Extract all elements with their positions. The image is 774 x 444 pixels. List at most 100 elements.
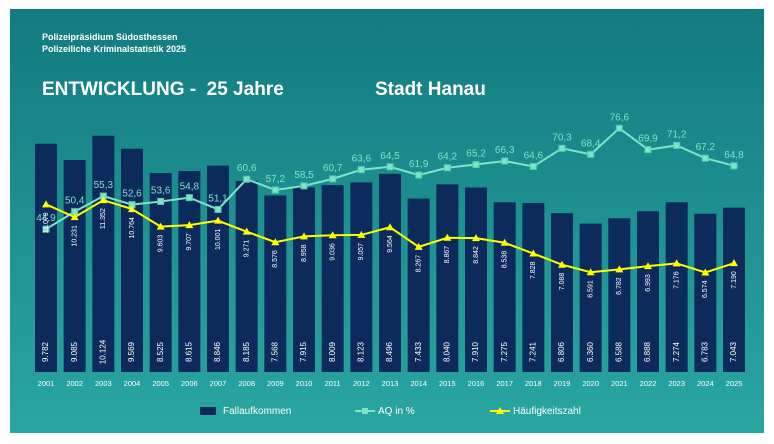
x-tick-label: 2025 (726, 379, 743, 388)
marker (42, 225, 50, 233)
chart-title: ENTWICKLUNG - 25 Jahre (42, 79, 284, 100)
point-value-label: 7.190 (731, 271, 738, 289)
point-value-label: 10.231 (72, 225, 79, 247)
bar (379, 173, 401, 372)
point-value-label: 9.057 (358, 243, 365, 261)
bar-value-label: 9.569 (127, 341, 136, 362)
bar-value-label: 7.568 (270, 341, 279, 362)
marker (214, 205, 222, 213)
marker (156, 222, 165, 230)
bar-value-label: 7.241 (528, 341, 537, 362)
marker (70, 213, 79, 221)
bar (465, 187, 487, 372)
x-tick-label: 2014 (410, 379, 427, 388)
x-tick-label: 2015 (439, 379, 456, 388)
bar-value-label: 10.124 (98, 339, 107, 364)
bar (436, 184, 459, 372)
marker (386, 163, 394, 171)
x-tick-label: 2018 (525, 379, 542, 388)
legend-label: Häufigkeitszahl (513, 406, 581, 417)
marker (443, 233, 452, 241)
x-tick-label: 2003 (95, 379, 112, 388)
point-value-label: 60,7 (323, 163, 343, 174)
bar-value-label: 6.783 (700, 341, 709, 362)
x-tick-label: 2004 (124, 379, 141, 388)
point-value-label: 65,2 (466, 149, 486, 160)
marker (730, 162, 738, 170)
bar-value-label: 8.123 (356, 341, 365, 362)
bar (92, 135, 115, 372)
point-value-label: 51,1 (208, 193, 228, 204)
marker (415, 171, 423, 179)
bar-value-label: 7.915 (299, 341, 308, 362)
point-value-label: 55,3 (94, 180, 114, 191)
chart-subtitle: Stadt Hanau (375, 79, 486, 100)
marker (615, 265, 624, 273)
legend-swatch (200, 407, 216, 415)
marker (501, 157, 509, 165)
marker (472, 161, 480, 169)
bar-value-label: 8.009 (328, 341, 337, 362)
point-value-label: 64,8 (724, 150, 744, 161)
x-tick-label: 2011 (325, 379, 341, 388)
x-tick-label: 2019 (554, 379, 571, 388)
point-value-label: 11.352 (100, 208, 107, 229)
marker (443, 164, 451, 172)
point-value-label: 7.176 (674, 271, 681, 289)
bar (321, 185, 344, 372)
bar-value-label: 7.043 (729, 341, 738, 362)
bar-value-label: 7.274 (672, 341, 681, 362)
legend-label: AQ in % (378, 406, 415, 417)
x-tick-label: 2009 (267, 379, 284, 388)
point-value-label: 63,6 (352, 154, 372, 165)
bar-value-label: 6.360 (586, 341, 595, 362)
marker (672, 259, 681, 267)
marker (128, 205, 136, 213)
bar (207, 165, 229, 372)
x-tick-label: 2002 (66, 379, 83, 388)
bar (637, 211, 659, 372)
point-value-label: 61,9 (409, 159, 429, 170)
marker (386, 223, 394, 231)
marker (300, 232, 308, 240)
bar-value-label: 9.085 (70, 341, 79, 362)
marker (185, 194, 193, 202)
point-value-label: 10.764 (129, 217, 136, 239)
marker (644, 146, 652, 154)
bar-value-label: 6.806 (557, 341, 566, 362)
marker (242, 227, 251, 235)
point-value-label: 66,3 (495, 145, 515, 156)
point-value-label: 67,2 (696, 142, 716, 153)
x-tick-label: 2012 (353, 379, 370, 388)
bar (522, 203, 545, 372)
bar (121, 148, 143, 372)
point-value-label: 6.993 (645, 274, 652, 292)
x-tick-label: 2007 (210, 379, 227, 388)
point-value-label: 9.036 (330, 243, 337, 261)
bar-value-label: 9.782 (41, 341, 50, 362)
legend-marker (362, 408, 368, 414)
marker (701, 154, 709, 162)
point-value-label: 64,5 (380, 151, 400, 162)
point-value-label: 8.538 (502, 251, 509, 269)
x-tick-label: 2001 (38, 379, 55, 388)
point-value-label: 6.574 (702, 280, 709, 298)
marker (300, 182, 308, 190)
point-value-label: 58,5 (294, 170, 314, 181)
marker (586, 268, 595, 276)
point-value-label: 8.267 (416, 255, 423, 273)
x-tick-label: 2024 (697, 379, 714, 388)
point-value-label: 7.088 (559, 273, 566, 291)
bar (665, 202, 688, 372)
point-value-label: 71,2 (667, 129, 687, 140)
x-tick-label: 2005 (152, 379, 169, 388)
marker (673, 141, 681, 149)
x-tick-label: 2023 (668, 379, 685, 388)
x-tick-label: 2020 (582, 379, 599, 388)
bar (35, 143, 57, 372)
point-value-label: 57,2 (266, 174, 286, 185)
point-value-label: 6.782 (616, 277, 623, 295)
bar-value-label: 7.910 (471, 341, 480, 362)
point-value-label: 8.958 (301, 244, 308, 262)
